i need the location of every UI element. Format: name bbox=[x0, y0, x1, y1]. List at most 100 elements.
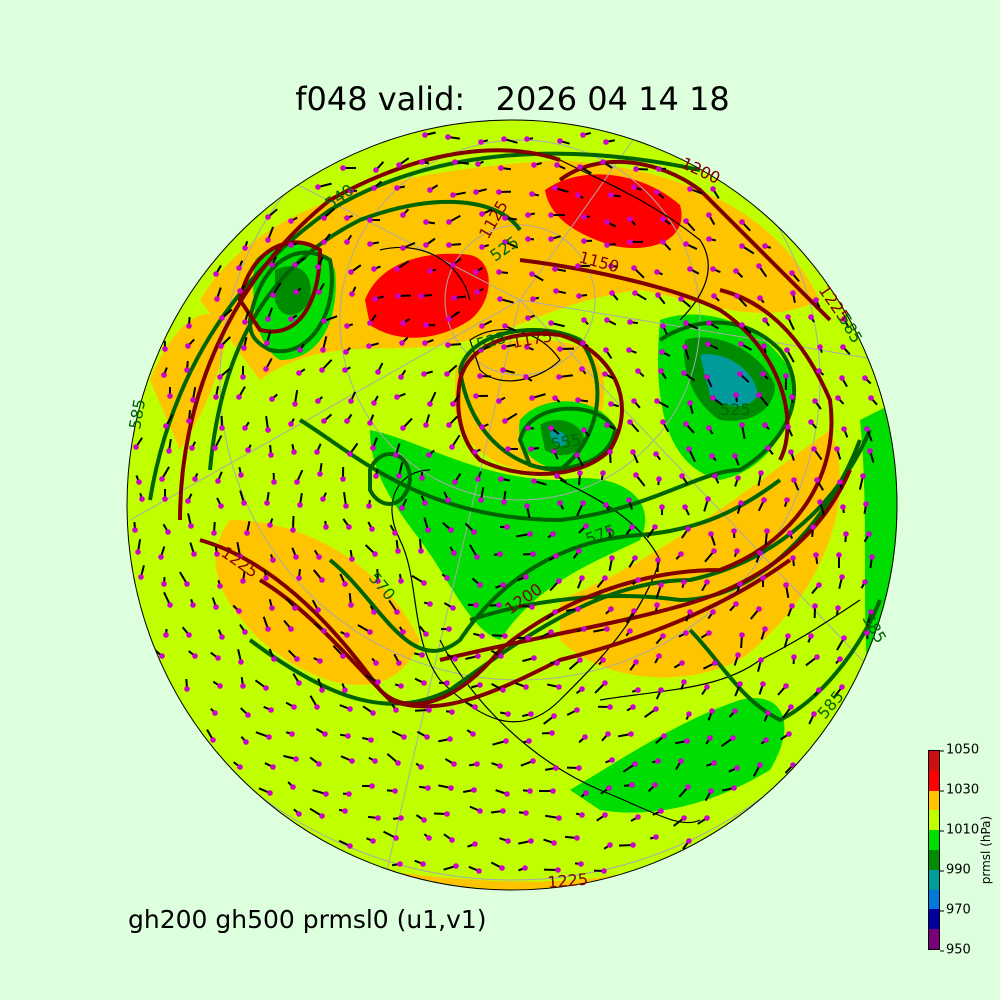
wind-barb-dot bbox=[708, 788, 714, 794]
wind-barb-dot bbox=[268, 707, 274, 713]
gh200-contours bbox=[178, 148, 852, 709]
colorbar-segment bbox=[929, 810, 939, 831]
wind-barb-dot bbox=[292, 605, 298, 611]
wind-barb-dot bbox=[739, 422, 745, 428]
wind-barb-dot bbox=[393, 452, 399, 458]
wind-barb-dot bbox=[835, 395, 841, 401]
wind-barb-dot bbox=[686, 711, 692, 717]
wind-barb-dot bbox=[217, 583, 223, 589]
wind-barb-dot bbox=[711, 293, 717, 299]
wind-barb-dot bbox=[445, 342, 451, 348]
wind-barb-dot bbox=[293, 756, 299, 762]
colorbar-segment bbox=[929, 909, 939, 930]
wind-barb-dot bbox=[530, 551, 536, 557]
wind-barb-dot bbox=[340, 476, 346, 482]
wind-barb-dot bbox=[263, 685, 269, 691]
wind-barb-dot bbox=[837, 656, 843, 662]
wind-barb-dot bbox=[267, 790, 273, 796]
wind-barb-dot bbox=[632, 290, 638, 296]
wind-barb-dot bbox=[686, 446, 692, 452]
wind-barb-dot bbox=[393, 707, 399, 713]
wind-barb-dot bbox=[762, 422, 768, 428]
wind-barb-dot bbox=[658, 808, 664, 814]
wind-barb-dot bbox=[314, 704, 320, 710]
wind-barb-dot bbox=[523, 374, 529, 380]
wind-barb-dot bbox=[502, 239, 508, 245]
wind-barb-dot bbox=[263, 366, 269, 372]
wind-barb-dot bbox=[293, 554, 299, 560]
wind-barb-dot bbox=[581, 427, 587, 433]
wind-barb-dot bbox=[321, 215, 327, 221]
wind-barb-dot bbox=[580, 340, 586, 346]
wind-barb-dot bbox=[290, 784, 296, 790]
wind-barb-dot bbox=[602, 371, 608, 377]
wind-barb-dot bbox=[505, 838, 511, 844]
wind-barb-dot bbox=[242, 425, 248, 431]
wind-barb-dot bbox=[372, 758, 378, 764]
wind-barb-dot bbox=[288, 242, 294, 248]
wind-barb-dot bbox=[630, 704, 636, 710]
wind-barb-dot bbox=[475, 476, 481, 482]
wind-barb-dot bbox=[808, 314, 814, 320]
wind-barb-dot bbox=[604, 317, 610, 323]
wind-barb-dot bbox=[529, 395, 535, 401]
wind-barb-dot bbox=[498, 165, 504, 171]
wind-barb-dot bbox=[531, 655, 537, 661]
wind-barb-dot bbox=[712, 660, 718, 666]
wind-barb-dot bbox=[423, 322, 429, 328]
wind-barb-dot bbox=[704, 579, 710, 585]
wind-barb-dot bbox=[371, 609, 377, 615]
wind-barb-dot bbox=[265, 214, 271, 220]
wind-barb-dot bbox=[556, 578, 562, 584]
wind-barb-dot bbox=[165, 529, 171, 535]
wind-barb-dot bbox=[787, 530, 793, 536]
wind-barb-dot bbox=[660, 323, 666, 329]
wind-barb-dot bbox=[528, 711, 534, 717]
wind-barb-dot bbox=[265, 237, 271, 243]
wind-barb-dot bbox=[707, 735, 713, 741]
wind-barb-dot bbox=[472, 449, 478, 455]
wind-barb-dot bbox=[396, 473, 402, 479]
wind-barb-dot bbox=[347, 451, 353, 457]
wind-barb-dot bbox=[344, 323, 350, 329]
wind-barb-dot bbox=[446, 219, 452, 225]
wind-barb-dot bbox=[834, 446, 840, 452]
wind-barb-dot bbox=[760, 681, 766, 687]
wind-barb-dot bbox=[398, 578, 404, 584]
wind-barb-dot bbox=[528, 838, 534, 844]
wind-barb-dot bbox=[816, 582, 822, 588]
wind-barb-dot bbox=[629, 524, 635, 530]
wind-barb-dot bbox=[862, 579, 868, 585]
wind-barb-dot bbox=[342, 687, 348, 693]
wind-barb-dot bbox=[683, 241, 689, 247]
wind-barb-dot bbox=[342, 581, 348, 587]
wind-barb-dot bbox=[478, 347, 484, 353]
wind-barb-dot bbox=[687, 400, 693, 406]
wind-barb-dot bbox=[761, 343, 767, 349]
wind-barb-dot bbox=[297, 347, 303, 353]
wind-barb-dot bbox=[816, 687, 822, 693]
wind-barb-dot bbox=[296, 680, 302, 686]
wind-barb-dot bbox=[421, 680, 427, 686]
wind-barb-dot bbox=[629, 782, 635, 788]
wind-barb-dot bbox=[236, 265, 242, 271]
wind-barb-dot bbox=[575, 606, 581, 612]
wind-barb-dot bbox=[524, 344, 530, 350]
wind-barb-dot bbox=[761, 497, 767, 503]
wind-barb-dot bbox=[525, 315, 531, 321]
wind-barb-dot bbox=[635, 687, 641, 693]
wind-barb-dot bbox=[501, 136, 507, 142]
wind-barb-dot bbox=[577, 470, 583, 476]
wind-barb-dot bbox=[816, 368, 822, 374]
wind-barb-dot bbox=[471, 787, 477, 793]
wind-barb-dot bbox=[530, 296, 536, 302]
wind-barb-dot bbox=[681, 815, 687, 821]
wind-barb-dot bbox=[738, 341, 744, 347]
wind-barb-dot bbox=[783, 683, 789, 689]
wind-barb-dot bbox=[660, 419, 666, 425]
wind-barb-dot bbox=[135, 549, 141, 555]
wind-barb-dot bbox=[682, 504, 688, 510]
wind-barb-dot bbox=[633, 472, 639, 478]
wind-barb-dot bbox=[765, 710, 771, 716]
